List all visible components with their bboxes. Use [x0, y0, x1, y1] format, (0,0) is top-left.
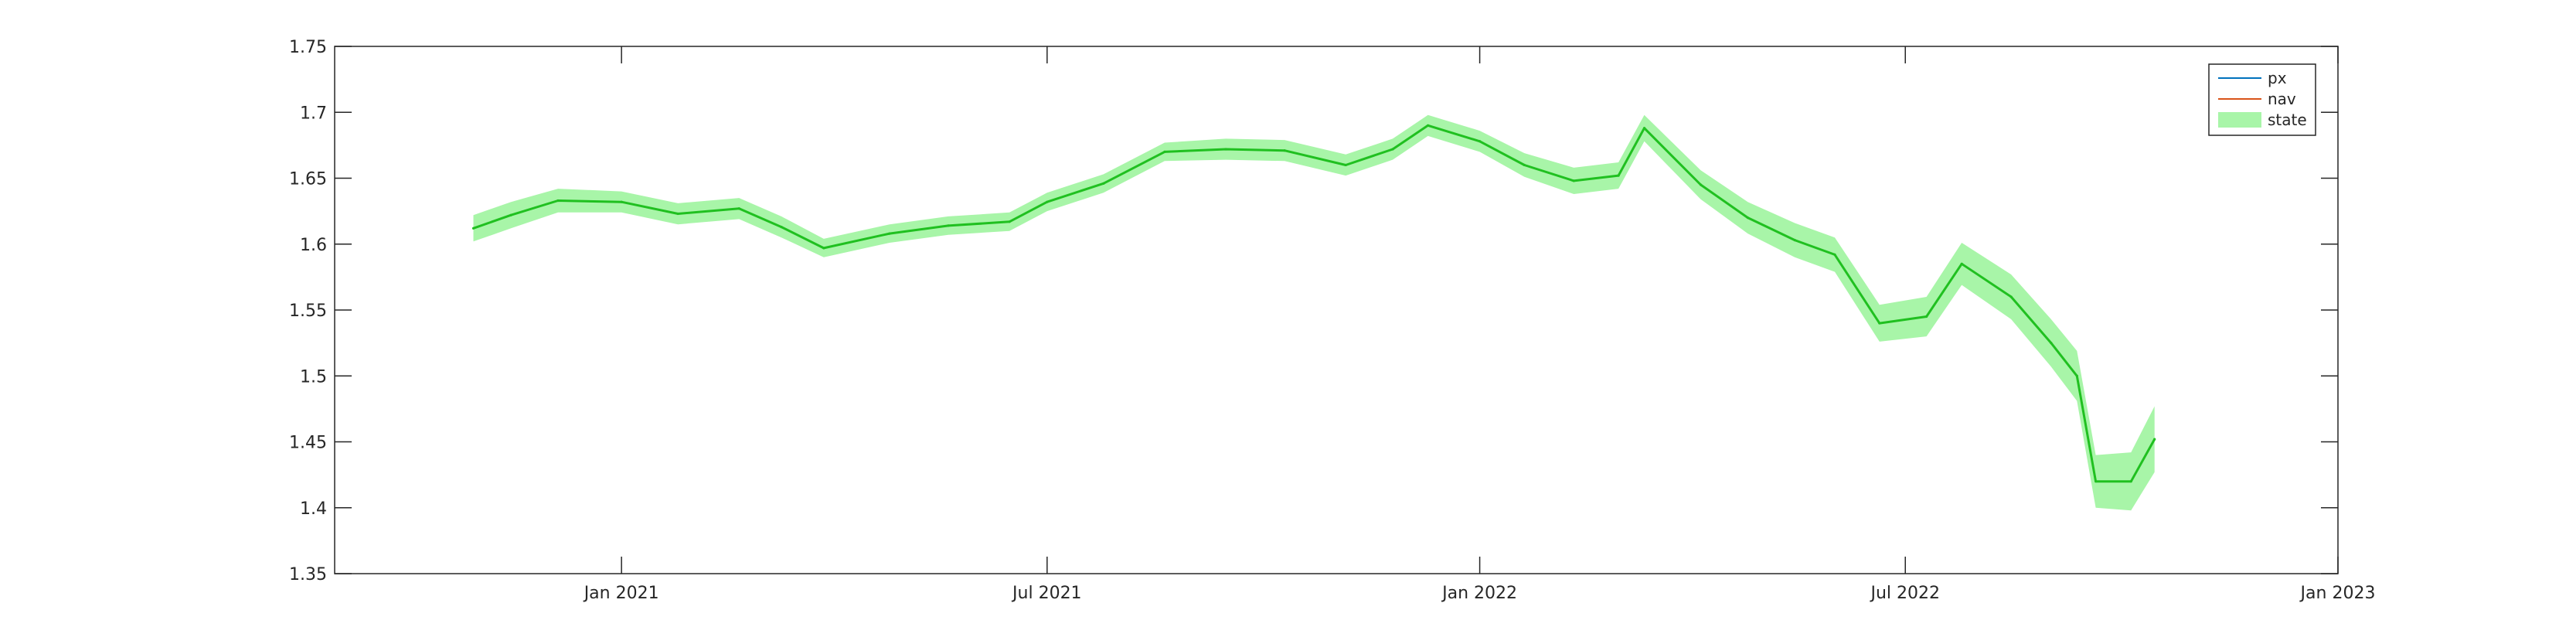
state-data-point	[1478, 140, 1482, 143]
state-data-point	[1793, 239, 1796, 242]
state-data-point	[1746, 216, 1749, 220]
state-confidence-band	[473, 114, 2155, 511]
state-data-point	[2009, 295, 2013, 298]
legend-label-state: state	[2268, 111, 2307, 129]
state-data-point	[737, 207, 740, 210]
state-data-point	[1878, 322, 1881, 325]
state-data-point	[1960, 262, 1963, 265]
y-tick-label: 1.7	[300, 104, 327, 123]
state-data-point	[1283, 149, 1286, 152]
state-data-point	[1163, 150, 1166, 153]
x-tick-label: Jul 2021	[1011, 584, 1082, 603]
state-data-point	[2094, 480, 2098, 483]
y-tick-label: 1.45	[289, 434, 327, 453]
state-data-point	[676, 212, 679, 216]
y-tick-label: 1.75	[289, 38, 327, 57]
state-data-point	[1642, 127, 1646, 130]
state-data-point	[1427, 124, 1430, 127]
state-data-point	[2075, 374, 2078, 377]
state-data-point	[1572, 179, 1575, 182]
state-data-point	[1523, 163, 1526, 167]
state-data-point	[1344, 163, 1347, 167]
legend-swatch-state	[2218, 112, 2261, 128]
state-data-point	[780, 225, 783, 229]
state-data-point	[509, 213, 512, 216]
y-tick-label: 1.35	[289, 565, 327, 584]
state-data-point	[1925, 315, 1928, 319]
y-tick-label: 1.6	[300, 236, 327, 255]
state-data-point	[1391, 148, 1394, 151]
state-data-point	[2153, 438, 2156, 441]
state-data-point	[1833, 253, 1836, 256]
state-data-point	[556, 199, 560, 203]
state-data-point	[2129, 480, 2132, 483]
state-data-point	[1046, 200, 1049, 203]
state-data-point	[1224, 148, 1227, 151]
state-data-point	[1008, 220, 1011, 223]
state-data-point	[2050, 342, 2053, 345]
y-tick-label: 1.5	[300, 367, 327, 387]
state-data-point	[1699, 183, 1703, 186]
y-tick-label: 1.55	[289, 302, 327, 321]
y-tick-label: 1.4	[300, 499, 327, 519]
y-tick-label: 1.65	[289, 170, 327, 189]
state-data-point	[888, 232, 891, 235]
legend-label-px: px	[2268, 69, 2287, 87]
x-tick-label: Jan 2021	[583, 584, 659, 603]
x-tick-label: Jan 2023	[2299, 584, 2376, 603]
legend-label-nav: nav	[2268, 90, 2296, 108]
state-data-point	[620, 200, 623, 203]
state-data-point	[1102, 182, 1105, 185]
state-data-point	[947, 224, 950, 227]
x-tick-label: Jan 2022	[1441, 584, 1517, 603]
state-data-point	[1617, 174, 1620, 177]
x-tick-label: Jul 2022	[1869, 584, 1940, 603]
state-data-point	[471, 227, 475, 230]
state-data-point	[822, 247, 825, 250]
